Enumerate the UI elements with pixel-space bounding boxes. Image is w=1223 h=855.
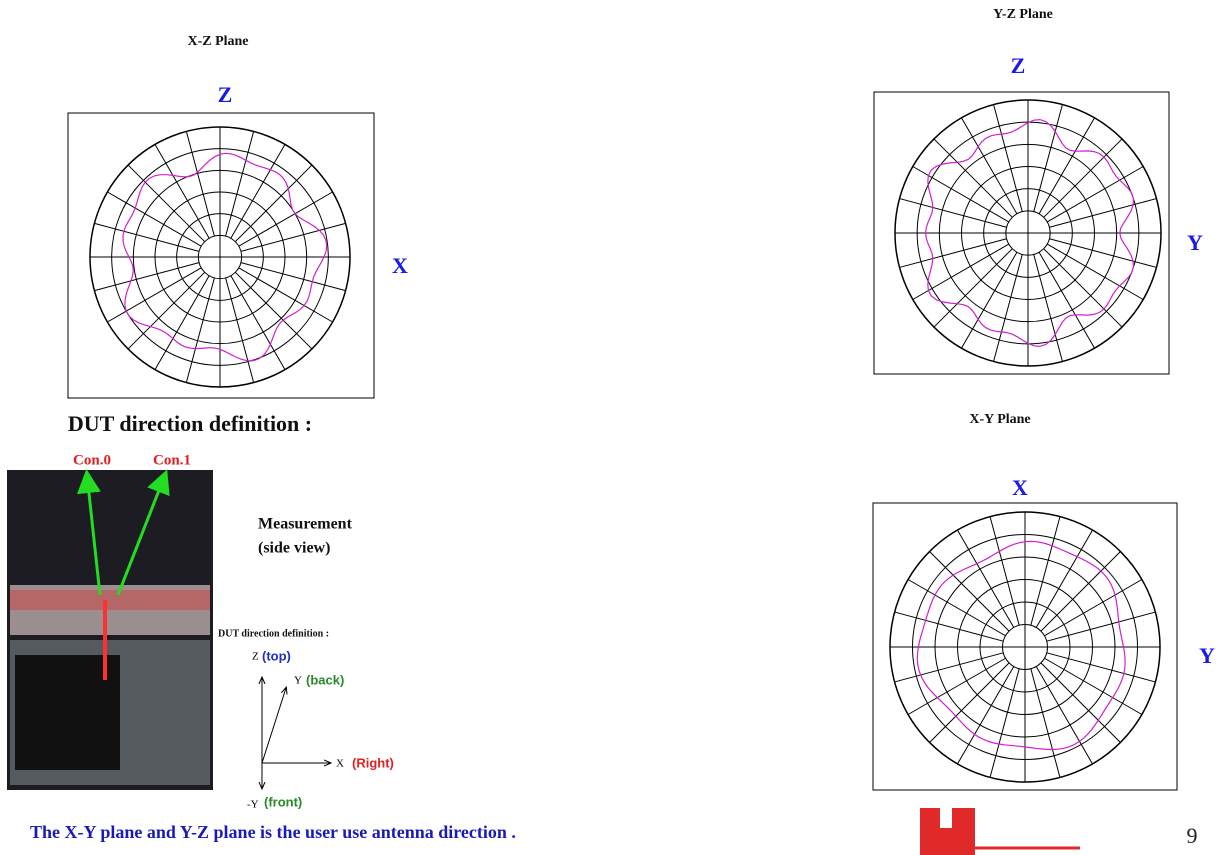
page-number: 9 xyxy=(1187,823,1198,848)
axis-name: -Y xyxy=(247,799,259,811)
caption: (side view) xyxy=(258,540,330,557)
axis-name: X xyxy=(336,758,344,770)
axis-dir: (back) xyxy=(306,672,344,687)
slide: X-Z Plane Z X Y-Z Plane Z Y X-Y Plane X … xyxy=(0,0,1223,855)
plot-title: X-Z Plane xyxy=(187,34,248,49)
polar-plot xyxy=(890,512,1160,782)
caption: Measurement xyxy=(258,516,353,533)
axis-name: Y xyxy=(294,675,302,687)
polar-plot xyxy=(895,100,1161,366)
axis-dir: (front) xyxy=(264,794,302,809)
axis-label: Z xyxy=(218,82,233,107)
plot-title: Y-Z Plane xyxy=(993,7,1053,22)
axis-arrow xyxy=(262,688,286,763)
logo xyxy=(920,808,975,855)
footer-note: The X-Y plane and Y-Z plane is the user … xyxy=(30,822,516,842)
axis-label: X xyxy=(1012,475,1028,500)
axis-dir: (top) xyxy=(262,648,291,663)
photo-label: Con.1 xyxy=(153,452,191,468)
axis-label: X xyxy=(392,253,408,278)
section-heading: DUT direction definition : xyxy=(68,411,312,436)
photo-label: Con.0 xyxy=(73,452,111,468)
axis-label: Y xyxy=(1187,230,1203,255)
axis-label: Y xyxy=(1199,643,1215,668)
caption: DUT direction definition : xyxy=(218,628,329,639)
axis-name: Z xyxy=(252,651,259,663)
polar-plot xyxy=(90,127,350,387)
axis-dir: (Right) xyxy=(352,755,394,770)
plot-title: X-Y Plane xyxy=(969,412,1030,427)
photo-glow xyxy=(10,590,210,610)
axis-label: Z xyxy=(1011,53,1026,78)
